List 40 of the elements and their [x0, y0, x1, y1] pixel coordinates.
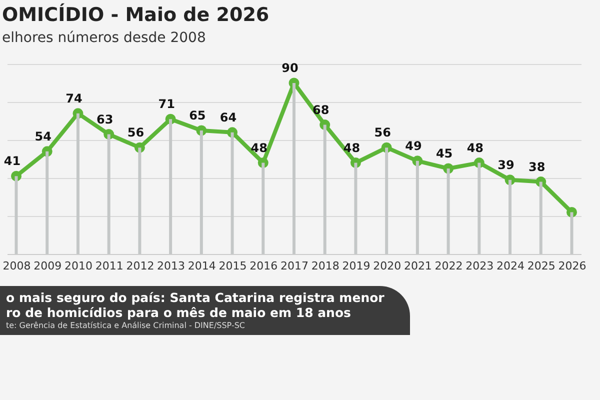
- data-label: 64: [220, 110, 237, 124]
- data-label: 65: [189, 108, 206, 122]
- x-tick-label: 2022: [434, 260, 463, 272]
- x-tick-label: 2010: [64, 260, 92, 272]
- x-tick-label: 2018: [311, 260, 340, 272]
- x-tick-label: 2026: [558, 260, 586, 272]
- text: te: Gerência de Estatística e Análise Criminal - DINE/SSP-SC: [6, 320, 246, 331]
- data-label: 56: [127, 126, 144, 140]
- data-label: 74: [66, 91, 82, 106]
- x-tick-label: 2015: [218, 260, 247, 272]
- x-tick-label: 2016: [250, 260, 278, 272]
- chart-title: OMICÍDIO - Maio de 2026: [2, 4, 270, 26]
- x-tick-label: 2023: [466, 260, 494, 272]
- x-tick-label: 2024: [496, 260, 525, 272]
- x-tick-label: 2019: [342, 260, 370, 272]
- x-tick-label: 2020: [373, 260, 402, 272]
- x-tick-label: 2025: [527, 260, 556, 272]
- data-label: 56: [374, 126, 391, 140]
- data-label: 41: [4, 154, 21, 168]
- data-label: 54: [34, 129, 52, 144]
- data-label: 48: [466, 140, 484, 155]
- text: o mais seguro do país: Santa Catarina registra menor: [6, 290, 386, 305]
- x-tick-label: 2011: [95, 260, 124, 272]
- x-tick-label: 2014: [188, 260, 216, 272]
- data-label: 45: [436, 146, 453, 160]
- chart-subtitle: elhores números desde 2008: [2, 30, 206, 46]
- data-label: 71: [158, 97, 175, 112]
- data-label: 39: [498, 158, 514, 172]
- x-tick-label: 2017: [280, 260, 308, 272]
- x-tick-label: 2012: [126, 260, 154, 272]
- x-tick-label: 2021: [404, 260, 432, 272]
- text: ro de homicídios para o mês de maio em 18 anos: [6, 305, 352, 320]
- data-label: 49: [405, 138, 422, 153]
- data-label: 48: [250, 140, 268, 155]
- x-tick-label: 2013: [157, 260, 186, 272]
- x-tick-label: 2009: [34, 260, 62, 272]
- data-label: 38: [528, 160, 546, 174]
- x-tick-label: 2008: [2, 260, 31, 272]
- data-label: 63: [96, 112, 114, 126]
- data-label: 90: [282, 61, 298, 75]
